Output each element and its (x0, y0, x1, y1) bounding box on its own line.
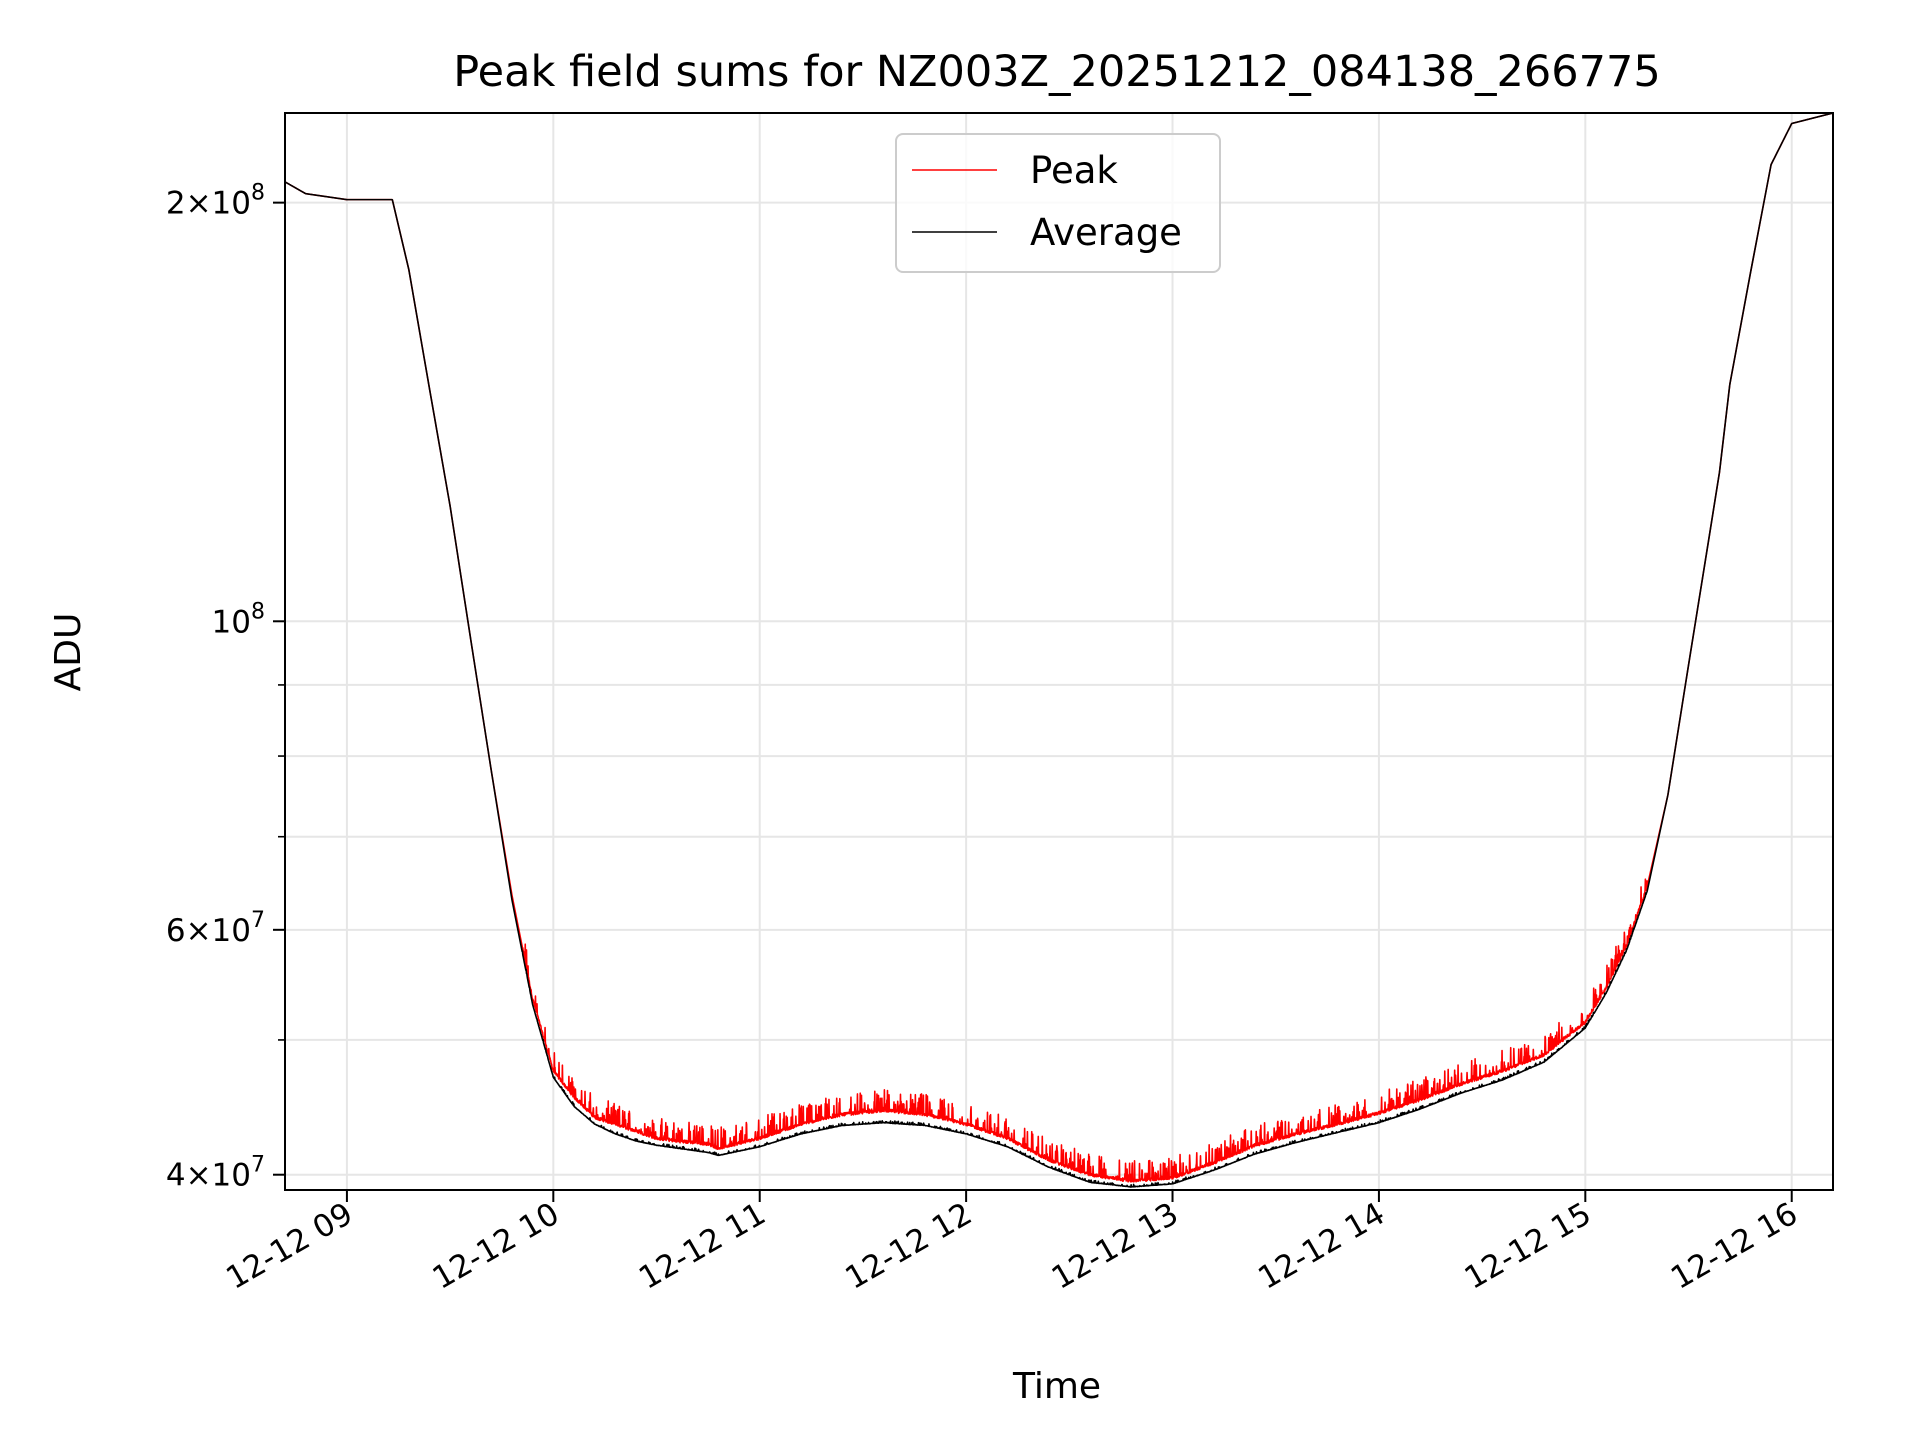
x-axis-label: Time (1012, 1366, 1101, 1407)
y-tick-label: 2×108 (166, 181, 265, 222)
series-line-peak (285, 113, 1833, 1183)
legend: Peak Average (895, 133, 1221, 273)
y-tick-label: 108 (212, 599, 265, 640)
legend-label-peak: Peak (1030, 149, 1118, 192)
chart-title: Peak field sums for NZ003Z_20251212_0841… (453, 47, 1660, 97)
series-line-average (285, 113, 1833, 1188)
y-axis: 4×107 6×107 108 2×108 (166, 181, 285, 1194)
y-axis-label: ADU (48, 613, 89, 692)
series-lines (285, 113, 1833, 1188)
y-tick-label: 4×107 (166, 1153, 265, 1194)
legend-box (895, 133, 1221, 273)
legend-label-average: Average (1030, 211, 1182, 254)
plot-frame (284, 112, 1834, 1191)
y-tick-label: 6×107 (166, 908, 265, 949)
